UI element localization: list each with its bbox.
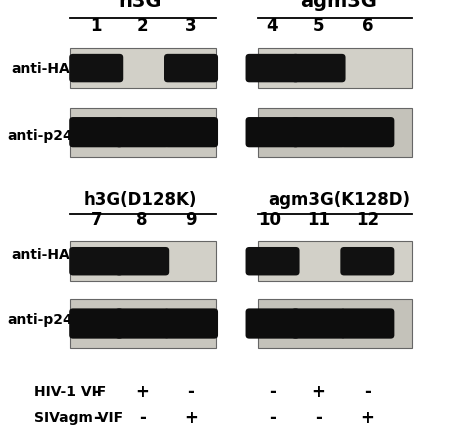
Text: agm3G(K128D): agm3G(K128D) [268, 191, 410, 209]
FancyBboxPatch shape [164, 54, 218, 82]
Text: +: + [184, 409, 198, 427]
Text: -: - [269, 409, 276, 427]
Text: anti-HA: anti-HA [11, 248, 70, 262]
FancyBboxPatch shape [164, 117, 218, 147]
Bar [258, 299, 412, 348]
Bar [70, 241, 216, 281]
FancyBboxPatch shape [340, 117, 394, 147]
Text: anti-p24: anti-p24 [8, 129, 73, 143]
FancyBboxPatch shape [115, 247, 169, 275]
Text: 4: 4 [267, 17, 278, 35]
Text: h3G(D128K): h3G(D128K) [83, 191, 197, 209]
Text: 9: 9 [185, 211, 197, 229]
Text: 3: 3 [185, 17, 197, 35]
Text: SIVagm VIF: SIVagm VIF [34, 411, 123, 425]
FancyBboxPatch shape [246, 308, 300, 339]
FancyBboxPatch shape [292, 117, 346, 147]
Bar [70, 48, 216, 88]
Text: anti-p24: anti-p24 [8, 312, 73, 327]
Text: 5: 5 [313, 17, 324, 35]
FancyBboxPatch shape [340, 247, 394, 275]
Text: -: - [93, 384, 100, 401]
FancyBboxPatch shape [292, 308, 346, 339]
FancyBboxPatch shape [246, 117, 300, 147]
FancyBboxPatch shape [115, 117, 169, 147]
Text: -: - [139, 409, 146, 427]
Text: 10: 10 [258, 211, 281, 229]
Text: -: - [315, 409, 322, 427]
FancyBboxPatch shape [69, 54, 123, 82]
Text: -: - [364, 384, 371, 401]
FancyBboxPatch shape [69, 308, 123, 339]
Bar [258, 108, 412, 157]
Text: h3G: h3G [118, 0, 162, 11]
Text: 1: 1 [91, 17, 102, 35]
Text: -: - [269, 384, 276, 401]
Text: HIV-1 VIF: HIV-1 VIF [34, 385, 106, 400]
Bar [70, 299, 216, 348]
Text: -: - [93, 409, 100, 427]
Text: 6: 6 [362, 17, 373, 35]
FancyBboxPatch shape [69, 117, 123, 147]
FancyBboxPatch shape [69, 247, 123, 275]
Text: -: - [188, 384, 194, 401]
FancyBboxPatch shape [292, 54, 346, 82]
Text: 2: 2 [137, 17, 148, 35]
Bar [258, 241, 412, 281]
FancyBboxPatch shape [115, 308, 169, 339]
Text: agm3G: agm3G [301, 0, 377, 11]
Text: +: + [135, 384, 149, 401]
FancyBboxPatch shape [340, 308, 394, 339]
Text: 7: 7 [91, 211, 102, 229]
Bar [70, 108, 216, 157]
FancyBboxPatch shape [164, 308, 218, 339]
FancyBboxPatch shape [246, 54, 300, 82]
Bar [258, 48, 412, 88]
Text: 8: 8 [137, 211, 148, 229]
Text: anti-HA: anti-HA [11, 62, 70, 76]
Text: 12: 12 [356, 211, 379, 229]
FancyBboxPatch shape [246, 247, 300, 275]
Text: +: + [360, 409, 374, 427]
Text: 11: 11 [307, 211, 330, 229]
Text: +: + [311, 384, 326, 401]
